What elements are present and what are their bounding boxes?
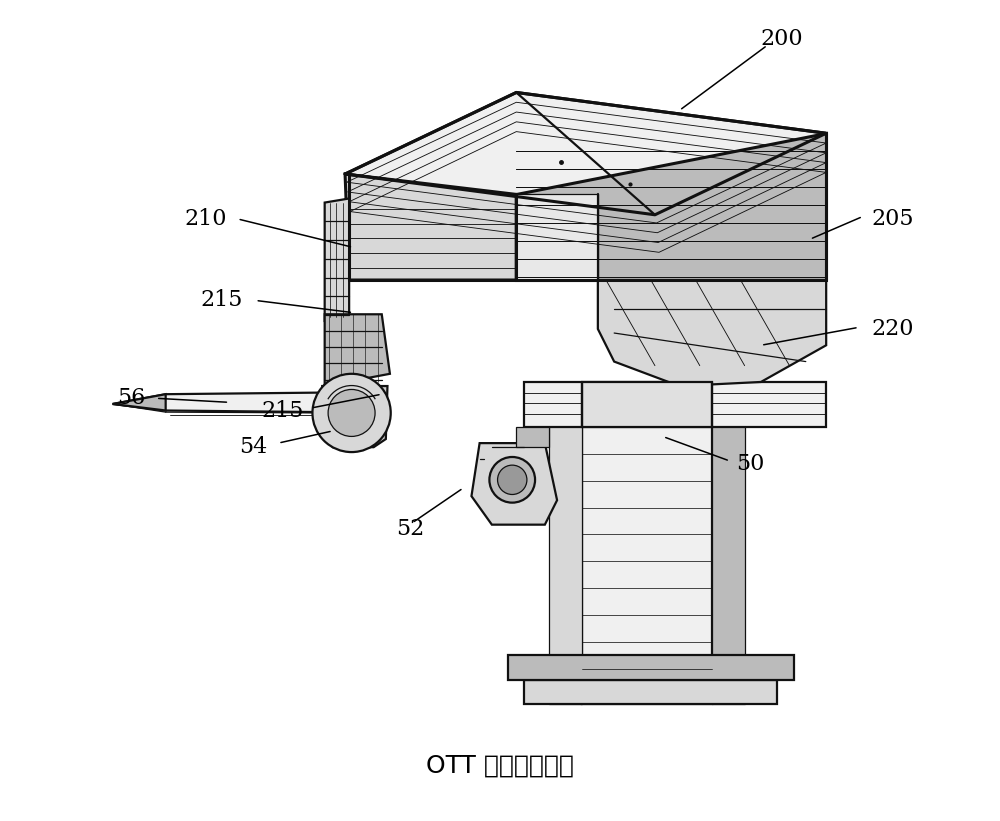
- Polygon shape: [325, 314, 390, 386]
- Text: 200: 200: [760, 29, 803, 50]
- Circle shape: [328, 389, 375, 437]
- Text: 54: 54: [239, 436, 268, 458]
- Text: 56: 56: [117, 388, 145, 409]
- Polygon shape: [345, 93, 826, 215]
- Polygon shape: [471, 443, 557, 525]
- Polygon shape: [516, 133, 826, 280]
- Polygon shape: [516, 427, 549, 447]
- Polygon shape: [322, 386, 387, 447]
- Text: 215: 215: [262, 400, 304, 421]
- Circle shape: [312, 374, 391, 452]
- Polygon shape: [524, 680, 777, 704]
- Circle shape: [489, 457, 535, 502]
- Polygon shape: [325, 199, 349, 321]
- Polygon shape: [524, 382, 826, 427]
- Text: 205: 205: [871, 208, 914, 230]
- Polygon shape: [345, 174, 516, 280]
- Circle shape: [498, 466, 527, 494]
- Text: 50: 50: [736, 452, 765, 475]
- Polygon shape: [113, 394, 166, 410]
- Polygon shape: [508, 655, 794, 680]
- Polygon shape: [582, 382, 712, 427]
- Polygon shape: [712, 427, 745, 704]
- Text: OTT 在外科工具上: OTT 在外科工具上: [426, 753, 574, 777]
- Text: 215: 215: [201, 290, 243, 311]
- Text: 210: 210: [184, 208, 227, 230]
- Text: 220: 220: [871, 318, 914, 340]
- Polygon shape: [549, 427, 582, 704]
- Text: 52: 52: [396, 518, 424, 539]
- Polygon shape: [113, 392, 325, 412]
- Polygon shape: [582, 427, 712, 704]
- Polygon shape: [598, 280, 826, 386]
- Polygon shape: [516, 195, 598, 280]
